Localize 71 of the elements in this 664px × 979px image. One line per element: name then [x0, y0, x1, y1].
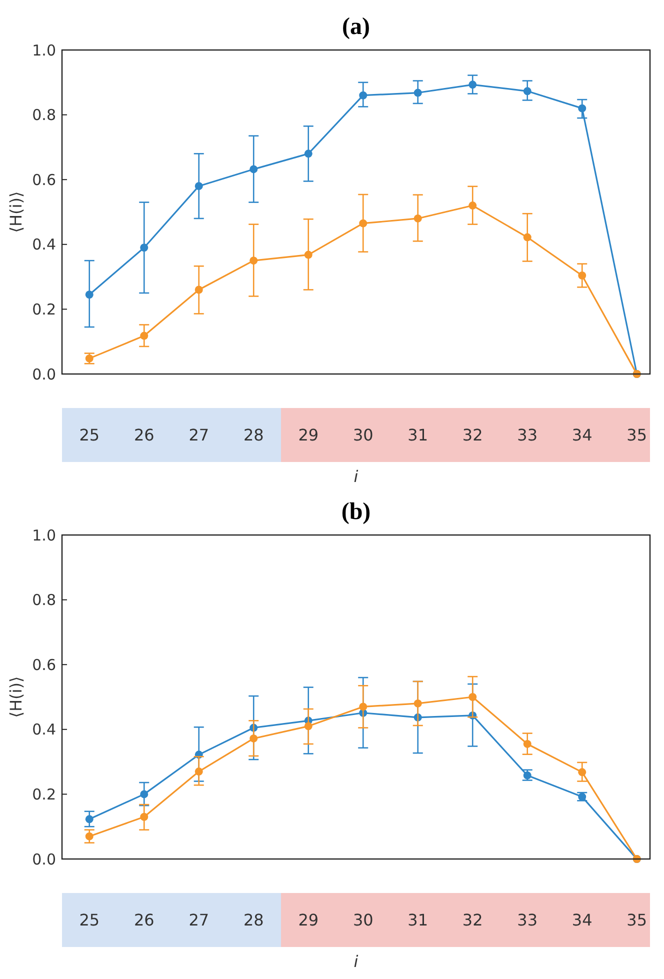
point: [304, 150, 312, 158]
y-tick-label: 0.0: [32, 365, 56, 384]
y-tick-label: 0.4: [32, 236, 56, 254]
point: [194, 768, 203, 776]
y-axis-title: ⟨H(i)⟩: [6, 191, 26, 233]
point: [414, 214, 422, 222]
point: [523, 87, 532, 96]
point: [194, 182, 203, 190]
y-tick-label: 0.6: [32, 170, 56, 189]
point: [140, 812, 148, 821]
x-tick-label: 27: [188, 910, 210, 930]
x-tick-label: 35: [626, 426, 648, 445]
point: [250, 165, 258, 174]
y-tick-label: 0.8: [32, 591, 56, 610]
point: [578, 104, 586, 112]
point: [140, 244, 148, 252]
y-tick-label: 0.8: [32, 106, 56, 124]
x-tick-label: 32: [462, 910, 483, 930]
x-tick-label: 25: [79, 910, 100, 930]
x-tick-label: 27: [188, 426, 210, 445]
x-tick-label: 26: [134, 426, 154, 445]
point: [304, 722, 312, 730]
point: [250, 256, 258, 265]
x-tick-label: 29: [298, 426, 319, 445]
point: [414, 88, 422, 97]
x-tick-label: 31: [408, 426, 428, 445]
point: [140, 790, 148, 798]
point: [578, 272, 586, 280]
point: [359, 702, 368, 711]
x-tick-label: 33: [517, 910, 538, 930]
point: [140, 332, 148, 340]
x-tick-label: 35: [626, 910, 648, 930]
x-tick-label: 29: [298, 910, 319, 930]
y-tick-label: 0.2: [32, 300, 56, 318]
point: [194, 286, 203, 294]
point: [468, 693, 477, 701]
point: [250, 734, 258, 742]
x-tick-label: 32: [462, 426, 483, 445]
point: [468, 80, 477, 89]
y-tick-label: 0.6: [32, 656, 56, 674]
x-tick-label: 28: [243, 426, 264, 445]
x-tick-label: 30: [352, 910, 374, 930]
y-tick-label: 0.2: [32, 785, 56, 804]
x-tick-label: 34: [572, 426, 592, 445]
point: [304, 250, 312, 259]
y-tick-label: 1.0: [32, 526, 56, 544]
point: [523, 740, 532, 748]
y-tick-label: 0.4: [32, 720, 56, 739]
x-tick-label: 28: [243, 910, 264, 930]
point: [359, 219, 368, 228]
chart-title: (b): [341, 499, 371, 525]
x-tick-label: 34: [572, 910, 592, 930]
point: [85, 815, 94, 824]
point: [578, 768, 586, 776]
chart-title: (a): [342, 14, 370, 40]
point: [359, 91, 368, 100]
x-tick-label: 26: [134, 910, 154, 930]
x-tick-label: 25: [79, 426, 100, 445]
point: [85, 832, 94, 840]
x-tick-label: 33: [517, 426, 538, 445]
point: [523, 233, 532, 242]
point: [414, 699, 422, 708]
x-tick-label: 30: [352, 426, 374, 445]
x-axis-title: i: [354, 952, 359, 971]
point: [468, 202, 477, 210]
x-axis-title: i: [354, 467, 359, 486]
point: [85, 290, 94, 299]
y-tick-label: 1.0: [32, 41, 56, 60]
y-axis-title: ⟨H(i)⟩: [6, 676, 26, 718]
x-tick-label: 31: [408, 910, 428, 930]
y-tick-label: 0.0: [32, 850, 56, 868]
